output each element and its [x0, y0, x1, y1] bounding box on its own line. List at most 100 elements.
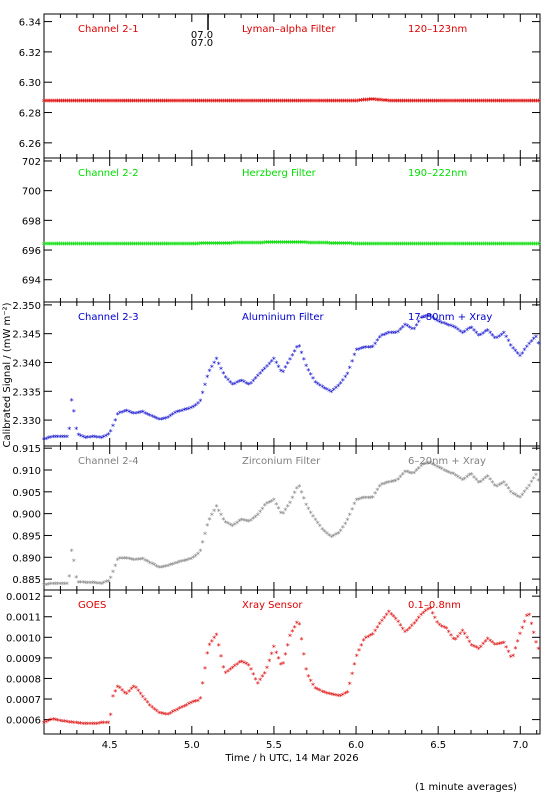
data-point: *	[72, 558, 76, 567]
data-point: *	[118, 410, 122, 419]
data-point: *	[511, 345, 515, 354]
data-point: *	[460, 241, 465, 251]
data-point: *	[357, 241, 362, 251]
data-point: *	[174, 98, 179, 108]
data-point: *	[422, 241, 427, 251]
data-point: *	[290, 628, 294, 637]
data-point: *	[186, 98, 191, 108]
data-point: *	[58, 241, 63, 251]
data-point: *	[401, 625, 405, 634]
data-point: *	[436, 98, 441, 108]
data-point: *	[136, 241, 141, 251]
data-point: *	[175, 706, 179, 715]
data-point: *	[529, 620, 533, 629]
data-point: *	[168, 98, 173, 108]
data-point: *	[290, 352, 294, 361]
data-point: *	[300, 349, 304, 358]
data-point: *	[245, 240, 250, 250]
data-point: *	[483, 328, 487, 337]
data-point: *	[410, 623, 414, 632]
data-point: *	[150, 413, 154, 422]
data-point: *	[201, 539, 205, 548]
data-point: *	[318, 98, 323, 108]
data-point: *	[398, 98, 403, 108]
data-point: *	[293, 348, 297, 357]
data-point: *	[432, 241, 437, 251]
y-tick-label: 0.895	[12, 531, 41, 542]
data-point: *	[65, 241, 70, 251]
panel-band: 0.1–0.8nm	[408, 600, 461, 611]
data-point: *	[487, 98, 492, 108]
data-point: *	[191, 554, 195, 563]
data-point: *	[320, 240, 325, 250]
data-point: *	[351, 241, 356, 251]
data-point: *	[97, 580, 101, 589]
data-point: *	[268, 240, 273, 250]
data-point: *	[511, 491, 515, 500]
data-point: *	[312, 240, 317, 250]
data-point: *	[208, 516, 212, 525]
panel-frame	[43, 445, 541, 591]
data-point: *	[335, 240, 340, 250]
data-point: *	[251, 671, 255, 680]
data-point: *	[244, 518, 248, 527]
data-point: *	[477, 98, 482, 108]
data-point: *	[470, 471, 474, 480]
data-point: *	[115, 241, 120, 251]
data-point: *	[256, 511, 260, 520]
data-point: *	[97, 720, 101, 729]
data-point: *	[351, 98, 356, 108]
data-point: *	[209, 98, 214, 108]
data-point: *	[95, 580, 99, 589]
data-point: *	[473, 241, 478, 251]
data-point: *	[501, 241, 506, 251]
data-point: *	[416, 241, 421, 251]
y-tick-label: 6.28	[19, 109, 41, 120]
data-point: *	[296, 98, 301, 108]
data-point: *	[93, 98, 98, 108]
data-point: *	[333, 98, 338, 108]
data-point: *	[172, 241, 177, 251]
data-point: *	[212, 507, 216, 516]
data-point: *	[536, 241, 541, 251]
data-point: *	[168, 562, 172, 571]
data-point: *	[281, 510, 285, 519]
data-point: *	[280, 98, 285, 108]
data-point: *	[270, 358, 274, 367]
data-point: *	[509, 98, 514, 108]
data-point: *	[472, 643, 476, 652]
data-point: *	[140, 98, 145, 108]
data-point: *	[75, 241, 80, 251]
data-point: *	[260, 505, 264, 514]
data-point: *	[87, 98, 92, 108]
x-axis: 4.5 5.0 5.5 6.0 6.5 7.0	[102, 740, 529, 751]
data-point: *	[313, 379, 317, 388]
data-point: *	[398, 622, 402, 631]
data-point: *	[395, 241, 400, 251]
y-tick-label: 2.330	[12, 416, 41, 427]
data-point: *	[274, 360, 278, 369]
data-point: *	[460, 98, 465, 108]
data-point: *	[244, 380, 248, 389]
data-point: *	[412, 620, 416, 629]
data-point: *	[219, 365, 223, 374]
data-point: *	[203, 531, 207, 540]
data-point: *	[247, 240, 252, 250]
data-point: *	[127, 688, 131, 697]
data-point: *	[534, 333, 538, 342]
data-point: *	[416, 98, 421, 108]
data-point: *	[70, 719, 74, 728]
data-point: *	[215, 240, 220, 250]
data-point: *	[288, 633, 292, 642]
data-point: *	[51, 433, 55, 442]
data-point: *	[369, 494, 373, 503]
panel-band: 190–222nm	[408, 168, 467, 179]
data-point: *	[442, 241, 447, 251]
data-point: *	[79, 720, 83, 729]
data-point: *	[486, 636, 490, 645]
data-point: *	[180, 241, 185, 251]
data-point: *	[53, 716, 57, 725]
data-point: *	[99, 435, 103, 444]
data-point: *	[52, 98, 57, 108]
data-point: *	[77, 98, 82, 108]
